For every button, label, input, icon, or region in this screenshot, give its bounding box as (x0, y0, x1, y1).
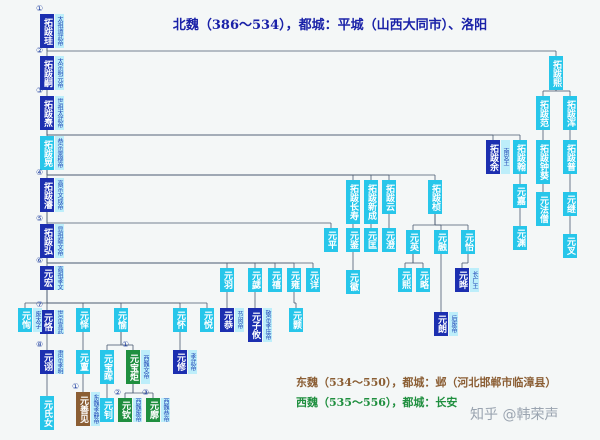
order: ⑤ (36, 214, 44, 223)
person: 元宝晖 (100, 350, 114, 384)
person: 元禧 (268, 268, 282, 292)
person: 元渊 (513, 226, 527, 250)
person: 元怡 (461, 230, 475, 254)
title-note: 东魏孝静帝 (91, 392, 100, 426)
legend-item: 西魏（535～556），都城：长安 (296, 396, 458, 409)
person: 拓跋熙 (549, 56, 563, 90)
person: 元羽 (220, 268, 234, 292)
person: 元叉 (563, 234, 577, 258)
title-note: 孝武帝 (188, 350, 197, 374)
title-note: 世祖太武帝 (55, 96, 64, 130)
person: 元宝炬 (126, 350, 140, 384)
person: 元熙 (398, 268, 412, 292)
title-note: 西魏恭帝 (161, 398, 170, 422)
title-note: 废太子 (33, 308, 42, 332)
person: 拓跋晃 (40, 136, 54, 170)
person: 拓跋珪 (40, 14, 54, 48)
order: ⑥ (36, 256, 44, 265)
person: 拓跋浑 (563, 96, 577, 130)
order: ⑦ (36, 300, 44, 309)
order: ① (122, 340, 130, 349)
person: 元钦 (118, 398, 132, 422)
person: 元怿 (76, 308, 90, 332)
title-note: 节闵帝 (235, 308, 244, 332)
person: 拓跋云 (382, 180, 396, 214)
title-note: 世宗宣武帝 (55, 310, 64, 334)
title-note: 西魏废帝 (133, 398, 142, 422)
person: 元徽 (346, 270, 360, 294)
person: 元诩 (40, 350, 54, 374)
person: 元子攸 (248, 308, 262, 342)
person: 拓跋范 (536, 96, 550, 130)
person: 元法僧 (536, 192, 550, 226)
person: 元澄 (382, 228, 396, 252)
person: 拓跋翰 (513, 140, 527, 174)
person: 元悦 (200, 308, 214, 332)
person: 元晔 (455, 268, 469, 292)
person: 拓跋普 (563, 140, 577, 174)
title-note: 后废帝 (449, 312, 458, 336)
person: 元继 (563, 192, 577, 216)
person: 元廓 (146, 398, 160, 422)
title-note: 西魏文帝 (141, 350, 150, 384)
legend-item: 东魏（534～550），都城：邺（河北邯郸市临漳县） (296, 376, 557, 389)
title-note: 太祖道武帝 (55, 14, 64, 48)
person: 元修 (173, 350, 187, 374)
person: 元匡 (364, 228, 378, 252)
person: 元详 (306, 268, 320, 292)
person: 拓跋弘 (40, 224, 54, 258)
order: ③ (36, 86, 44, 95)
order: ③ (142, 388, 150, 397)
person: 元宏 (40, 266, 54, 290)
person: 元朗 (434, 312, 448, 336)
order: ① (72, 382, 80, 391)
order: ① (36, 4, 44, 13)
person: 拓跋桢 (428, 180, 442, 214)
person: 元鉴 (346, 228, 360, 252)
title-note: 太宗明元帝 (55, 56, 64, 90)
person: 元雍 (287, 268, 301, 292)
person: 拓跋新成 (364, 180, 378, 224)
title-note: 高宗文成帝 (55, 178, 64, 212)
person: 元亶 (76, 350, 90, 374)
person: 元英 (406, 230, 420, 254)
person: 元融 (434, 230, 448, 254)
person: 拓跋濬 (40, 178, 54, 212)
person: 元平 (324, 228, 338, 252)
person: 拓跋长寿 (346, 180, 360, 224)
person: 元恭 (220, 308, 234, 332)
order: ⑧ (36, 340, 44, 349)
person: 元颢 (289, 308, 303, 332)
person: 元恂 (18, 308, 32, 332)
order: ② (36, 46, 44, 55)
title-note: 南安王 (501, 140, 510, 174)
person: 元氏女 (40, 396, 54, 430)
title-note: 显祖献文帝 (55, 224, 64, 258)
person: 元愉 (114, 308, 128, 332)
person: 拓跋焘 (40, 96, 54, 130)
title-note: 恭宗景穆帝 (55, 136, 64, 170)
person: 拓跋嗣 (40, 56, 54, 90)
person: 拓跋余 (486, 140, 500, 174)
title-note: 高祖孝文帝 (55, 266, 64, 290)
person: 元嘉 (513, 184, 527, 208)
order: ② (114, 388, 122, 397)
person: 元善见 (76, 392, 90, 426)
watermark: 知乎 @韩荣声 (470, 407, 559, 423)
person: 元恪 (40, 310, 54, 334)
title-note: 肃宗孝明帝 (55, 350, 64, 374)
person: 元钊 (100, 398, 114, 422)
title-note: 敬宗孝庄帝 (263, 308, 272, 342)
title: 北魏（386～534），都城：平城（山西大同市）、洛阳 (172, 18, 488, 33)
person: 拓跋钟葵 (536, 140, 550, 184)
order: ④ (36, 168, 44, 177)
person: 元勰 (248, 268, 262, 292)
person: 元怀 (173, 308, 187, 332)
title-note: 长广王 (470, 268, 479, 292)
person: 元略 (416, 268, 430, 292)
